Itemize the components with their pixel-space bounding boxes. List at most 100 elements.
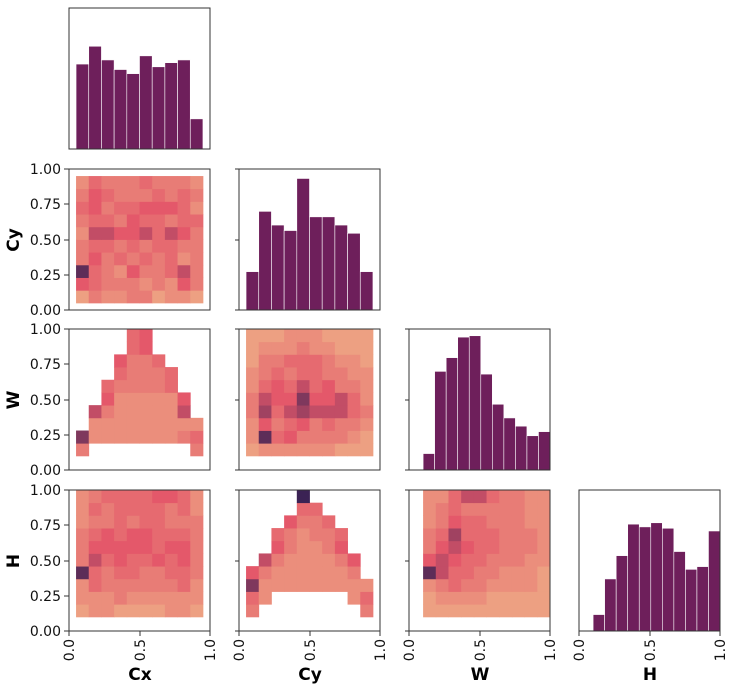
heatmap-cell [246,379,260,393]
heatmap-panel-cx-cy [68,168,211,311]
heatmap-cell [284,566,298,580]
heatmap-cell [190,515,204,529]
heatmap-cell [152,226,166,240]
heatmap-cell [423,540,437,554]
heatmap-cell [76,591,90,605]
heatmap-cell [177,490,191,504]
heatmap-cell [322,430,336,444]
heatmap-cell [190,430,204,444]
x-axis-label-cx: Cx [128,665,151,685]
y-tick-label: 0.25 [30,428,61,444]
heatmap-cell [152,578,166,592]
x-axis-label-w: W [471,665,490,685]
hist-bar [515,425,528,471]
heatmap-cell [152,604,166,618]
heatmap-cell [152,553,166,567]
heatmap-cell [271,379,285,393]
heatmap-cell [76,490,90,504]
heatmap-cell [177,502,191,516]
heatmap-cell [126,553,140,567]
heatmap-cell [284,379,298,393]
heatmap-cell [435,578,449,592]
heatmap-cell [461,591,475,605]
heatmap-cell [190,443,204,457]
heatmap-cell [190,490,204,504]
heatmap-cell [152,379,166,393]
heatmap-cell [347,367,361,381]
heatmap-cell [114,367,128,381]
heatmap-cell [296,528,310,542]
heatmap-cell [322,417,336,431]
hist-cx-frame [68,7,211,150]
heatmap-cell [524,540,538,554]
heatmap-cell [271,367,285,381]
heatmap-cell [322,392,336,406]
heatmap-cell [126,188,140,202]
heatmap-cell [190,226,204,240]
heatmap-cell [473,553,487,567]
heatmap-cell [177,176,191,190]
hist-bar [526,435,539,471]
heatmap-cell [499,553,513,567]
heatmap-cell [473,540,487,554]
heatmap-cell [246,604,260,618]
hist-bar [101,59,115,150]
heatmap-cell [322,367,336,381]
heatmap-cell [126,392,140,406]
heatmap-cell [190,176,204,190]
heatmap-cell [152,201,166,215]
heatmap-cell [164,604,178,618]
heatmap-cell [258,553,272,567]
heatmap-cell [114,430,128,444]
hist-bar [189,118,204,150]
heatmap-cell [76,515,90,529]
heatmap-cell [448,578,462,592]
heatmap-cell [76,214,90,228]
heatmap-cell [126,566,140,580]
heatmap-cell [88,405,102,419]
heatmap-cell [524,515,538,529]
heatmap-cell [473,604,487,618]
heatmap-cell [114,239,128,253]
hist-cy-bars [245,178,374,311]
heatmap-panel-w-h [408,489,551,632]
heatmap-cell [271,392,285,406]
heatmap-cell [322,379,336,393]
heatmap-cell [258,392,272,406]
heatmap-cell [461,566,475,580]
heatmap-cell [101,405,115,419]
heatmap-cell [88,188,102,202]
hist-bar [685,569,698,632]
heatmap-cell [271,540,285,554]
heatmap-cell [258,341,272,355]
heatmap-cell [76,188,90,202]
heatmap-cell [246,392,260,406]
heatmap-cell [499,578,513,592]
heatmap-cell [164,405,178,419]
y-tick-label: 0.00 [30,303,61,319]
heatmap-cell [126,417,140,431]
heatmap-cell [177,578,191,592]
heatmap-cell [152,367,166,381]
heatmap-cell [347,591,361,605]
heatmap-cell [322,405,336,419]
heatmap-cell [126,490,140,504]
heatmap-cell [334,354,348,368]
heatmap-cell [448,591,462,605]
heatmap-w-h-cells [423,490,551,618]
heatmap-cell [114,176,128,190]
heatmap-cell [271,443,285,457]
heatmap-cell [139,239,153,253]
hist-panel-h [578,489,721,632]
heatmap-cell [258,566,272,580]
heatmap-cell [334,430,348,444]
y-tick-label: 0.75 [30,197,61,213]
heatmap-cell [139,515,153,529]
heatmap-cell [114,566,128,580]
heatmap-cell [126,341,140,355]
heatmap-cell [423,591,437,605]
heatmap-cell [347,566,361,580]
heatmap-cell [126,515,140,529]
heatmap-cell [139,553,153,567]
heatmap-cell [347,553,361,567]
